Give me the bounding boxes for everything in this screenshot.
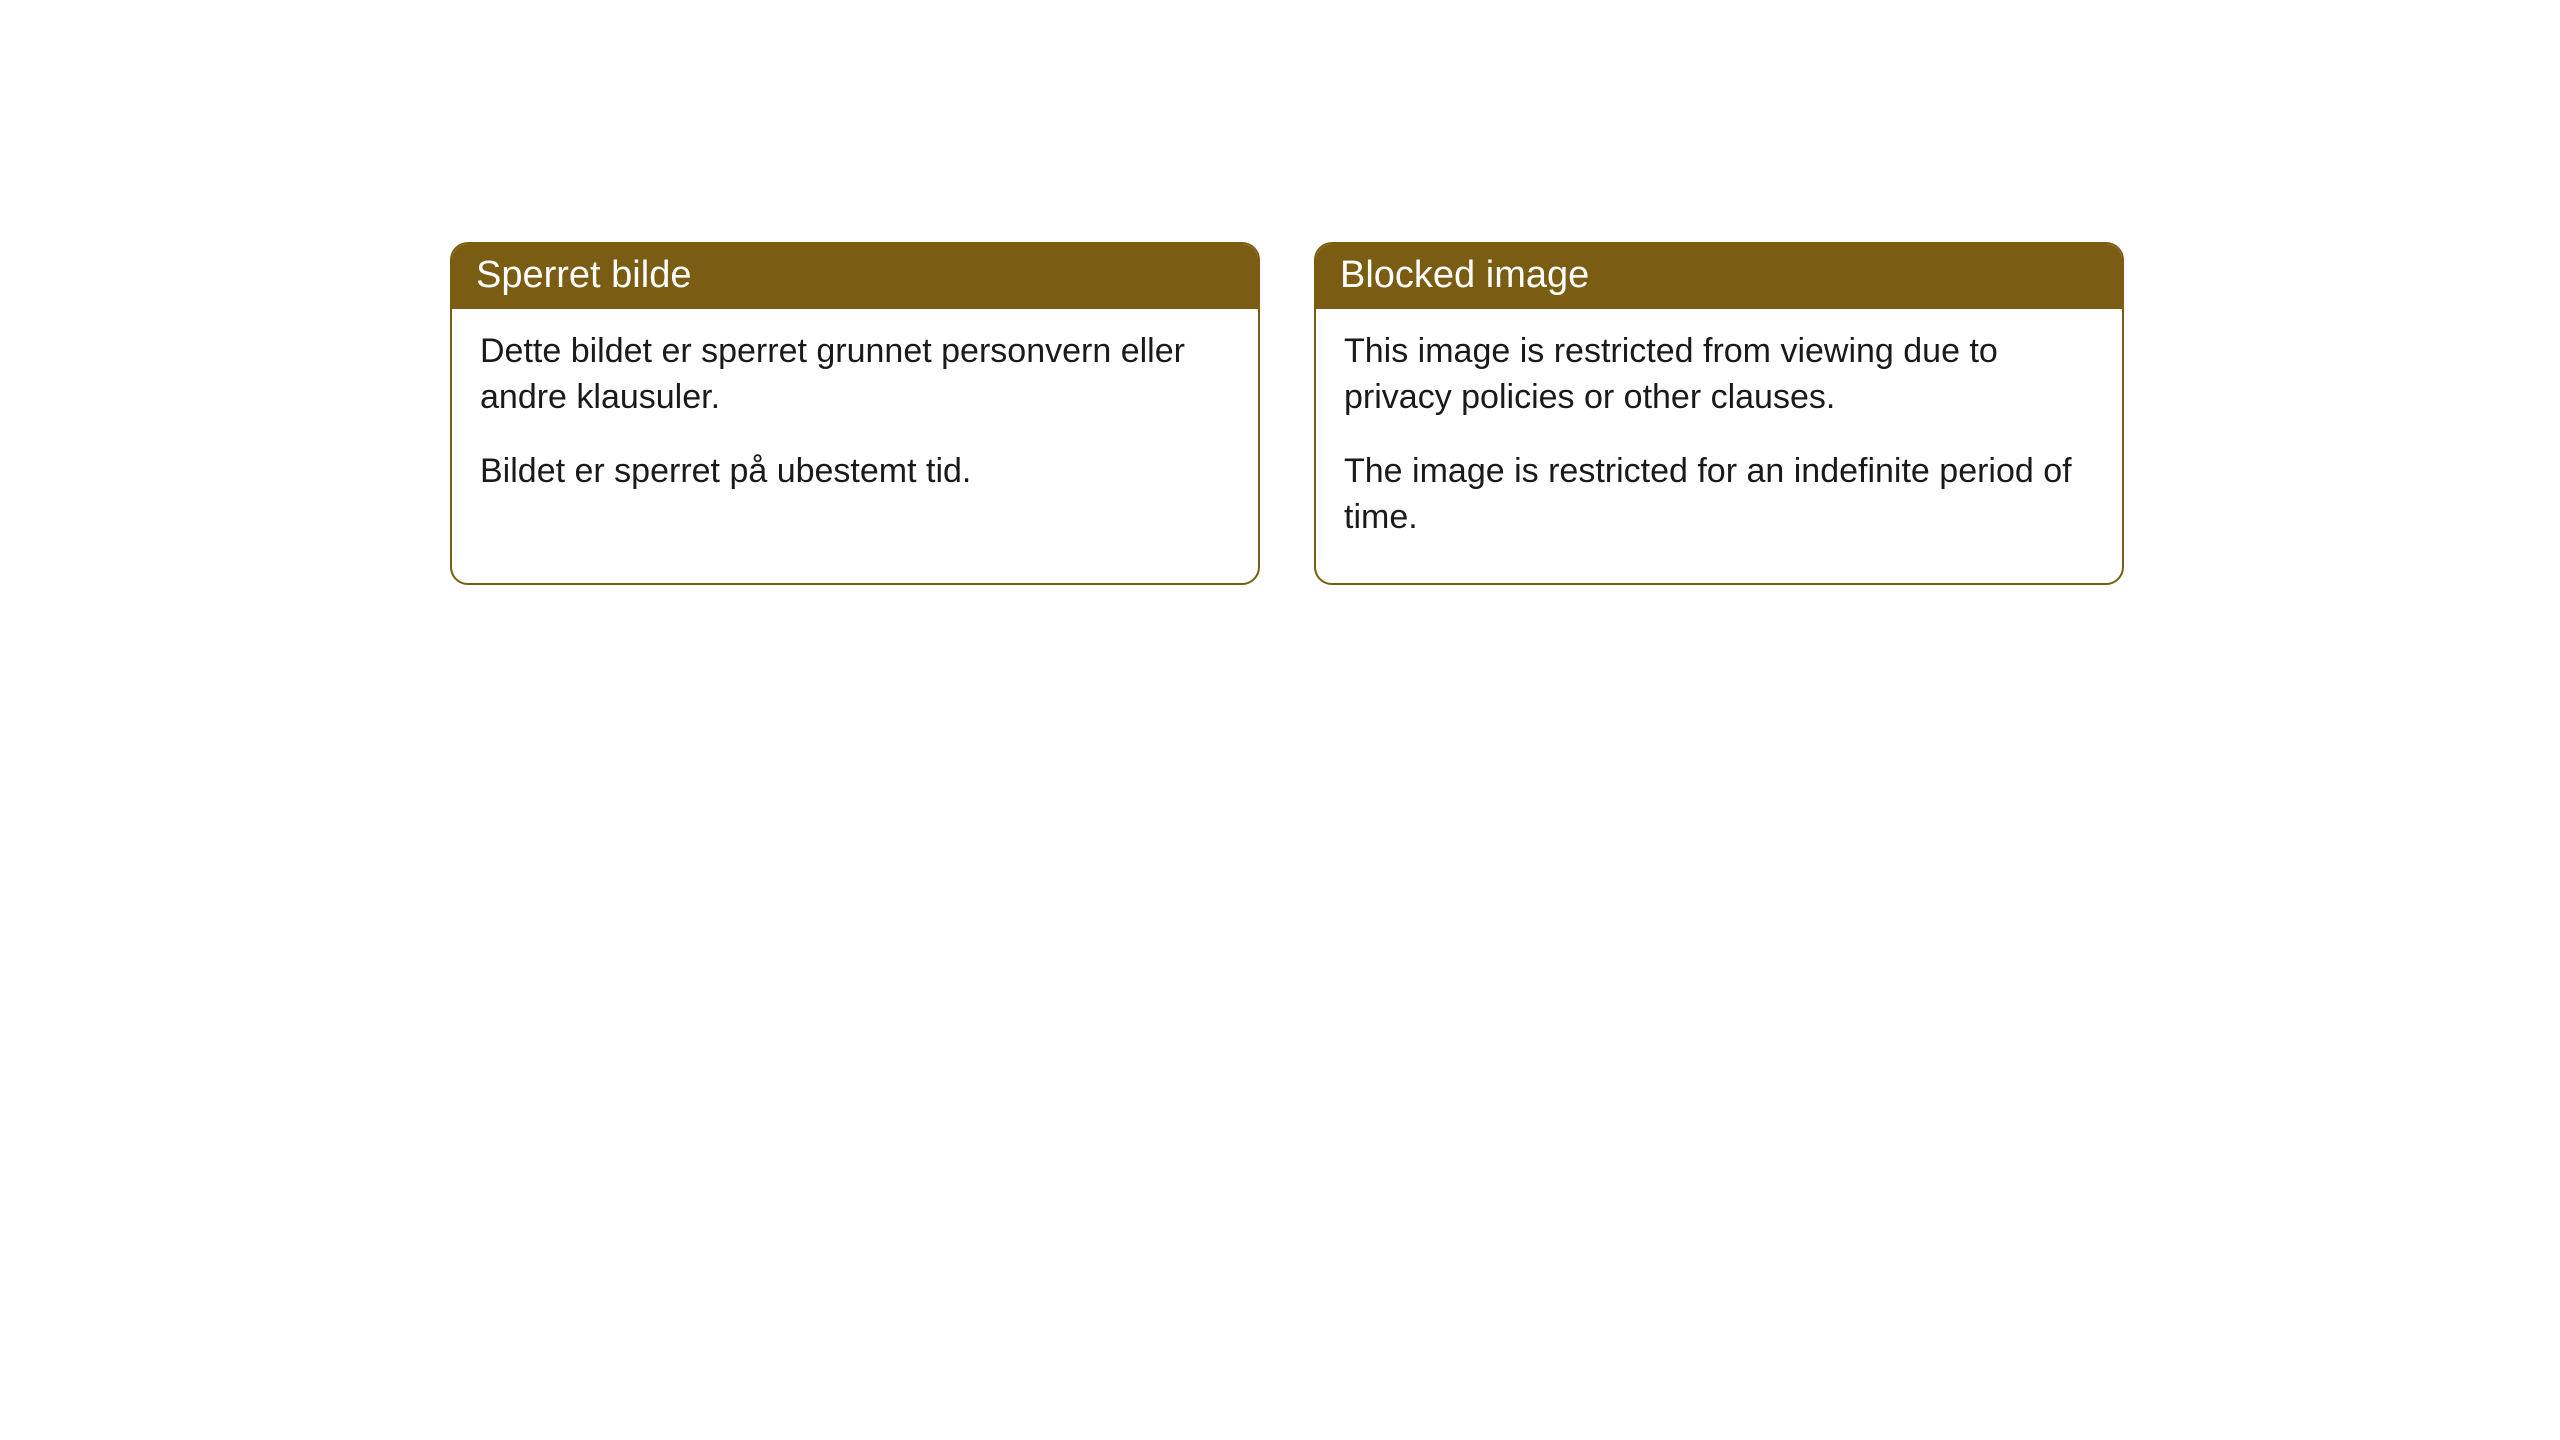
notice-card-english: Blocked image This image is restricted f… [1314,242,2124,585]
card-paragraph: Dette bildet er sperret grunnet personve… [480,329,1230,421]
card-body: This image is restricted from viewing du… [1316,309,2122,583]
card-paragraph: The image is restricted for an indefinit… [1344,449,2094,541]
card-header: Sperret bilde [452,244,1258,309]
card-header: Blocked image [1316,244,2122,309]
card-paragraph: Bildet er sperret på ubestemt tid. [480,449,1230,495]
notice-card-norwegian: Sperret bilde Dette bildet er sperret gr… [450,242,1260,585]
notice-container: Sperret bilde Dette bildet er sperret gr… [450,242,2124,585]
card-title: Sperret bilde [476,254,691,296]
card-title: Blocked image [1340,254,1589,296]
card-body: Dette bildet er sperret grunnet personve… [452,309,1258,537]
card-paragraph: This image is restricted from viewing du… [1344,329,2094,421]
